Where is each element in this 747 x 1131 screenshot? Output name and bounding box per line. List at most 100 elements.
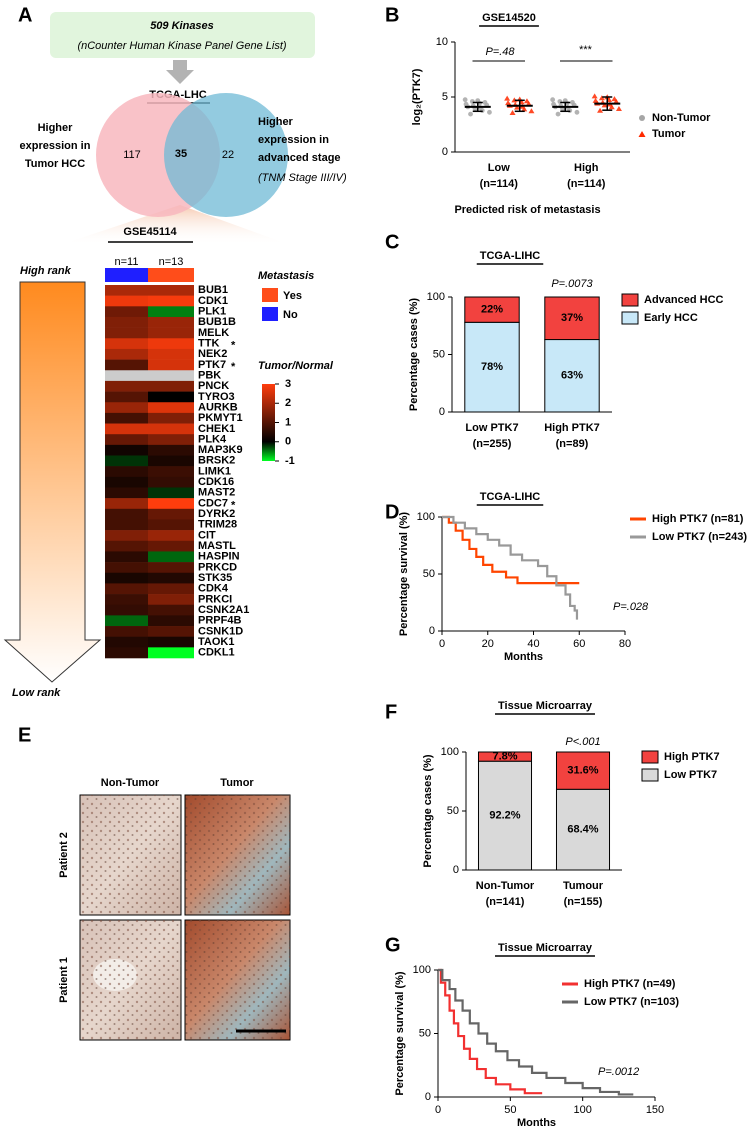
- legend-swatch: [262, 288, 278, 302]
- legend-marker: [639, 131, 646, 137]
- column-label: Non-Tumor: [101, 777, 160, 789]
- x-tick-label: Tumour: [563, 880, 604, 892]
- heatmap-cell: [148, 456, 194, 467]
- point-cloud: [556, 112, 561, 117]
- heatmap-cell: [148, 477, 194, 488]
- legend-swatch: [622, 312, 638, 324]
- y-tick-label: 5: [442, 91, 448, 103]
- venn-label: expression in: [20, 140, 91, 152]
- heatmap-cell: [105, 456, 148, 467]
- x-tick-label: 0: [439, 638, 445, 650]
- heatmap-cell: [148, 594, 194, 605]
- x-tick-sublabel: (n=89): [556, 438, 589, 450]
- heatmap-cell: [105, 583, 148, 594]
- chart-title: TCGA-LIHC: [480, 250, 541, 262]
- y-tick-label: 100: [413, 964, 431, 976]
- colorbar-tick-label: -1: [285, 455, 295, 467]
- panel-label: B: [385, 4, 399, 26]
- heatmap-cell: [105, 530, 148, 541]
- point-cloud: [575, 110, 580, 115]
- x-tick-label: High: [574, 162, 599, 174]
- y-tick-label: 100: [441, 746, 459, 758]
- legend-label: Early HCC: [644, 312, 698, 324]
- y-tick-label: 0: [429, 625, 435, 637]
- x-tick-label: 150: [646, 1104, 664, 1116]
- heatmap-cell: [148, 519, 194, 530]
- heatmap-cell: [148, 445, 194, 456]
- x-tick-label: 0: [435, 1104, 441, 1116]
- heatmap-cell: [105, 413, 148, 424]
- heatmap-cell: [148, 530, 194, 541]
- flag: *: [231, 361, 236, 373]
- heatmap-cell: [148, 306, 194, 317]
- rank-label: High rank: [20, 265, 72, 277]
- venn-note: (TNM Stage III/IV): [258, 172, 347, 184]
- heatmap-cell: [105, 434, 148, 445]
- legend-label: High PTK7 (n=81): [652, 513, 744, 525]
- venn-label: Higher: [258, 116, 294, 128]
- heatmap-cell: [148, 392, 194, 403]
- heatmap-cell: [148, 498, 194, 509]
- heatmap-title: GSE45114: [123, 226, 177, 238]
- micrograph-texture: [80, 795, 181, 915]
- annotation: P=.028: [613, 601, 649, 613]
- colorbar-title: Tumor/Normal: [258, 360, 334, 372]
- point-cloud: [592, 93, 598, 98]
- venn-label: advanced stage: [258, 152, 341, 164]
- heatmap-cell: [148, 551, 194, 562]
- legend-label: Non-Tumor: [652, 112, 711, 124]
- heatmap-cell: [105, 338, 148, 349]
- panel-label: F: [385, 701, 397, 723]
- heatmap-cell: [105, 360, 148, 371]
- point-cloud: [487, 110, 492, 115]
- heatmap-cell: [148, 434, 194, 445]
- legend-label: High PTK7 (n=49): [584, 978, 676, 990]
- heatmap-cell: [105, 349, 148, 360]
- y-tick-label: 0: [439, 406, 445, 418]
- heatmap-cell: [105, 541, 148, 552]
- annotation: P=.0073: [551, 278, 593, 290]
- column-label: Tumor: [220, 777, 254, 789]
- point-cloud: [570, 100, 575, 105]
- heatmap-cell: [148, 583, 194, 594]
- venn-label: expression in: [258, 134, 329, 146]
- legend-marker: [639, 115, 645, 121]
- panel-label: G: [385, 934, 401, 956]
- heatmap-cell: [148, 562, 194, 573]
- y-axis-label: Percentage cases (%): [422, 754, 434, 867]
- heatmap-cell: [148, 626, 194, 637]
- legend-label: Low PTK7 (n=103): [584, 996, 679, 1008]
- x-tick-sublabel: (n=114): [480, 178, 519, 190]
- x-tick-label: Low: [488, 162, 510, 174]
- heatmap-cell: [148, 466, 194, 477]
- source-subtitle: (nCounter Human Kinase Panel Gene List): [77, 40, 286, 52]
- rank-arrow: [5, 282, 100, 682]
- value-label: 68.4%: [567, 824, 598, 836]
- heatmap-cell: [148, 338, 194, 349]
- x-tick-label: Non-Tumor: [476, 880, 535, 892]
- heatmap-cell: [105, 445, 148, 456]
- x-tick-sublabel: (n=255): [473, 438, 512, 450]
- row-label: Patient 1: [58, 957, 70, 1003]
- point-cloud: [550, 97, 555, 102]
- legend-title: Metastasis: [258, 270, 314, 282]
- arrow: [166, 60, 194, 84]
- value-label: 63%: [561, 370, 583, 382]
- heatmap-cell: [105, 487, 148, 498]
- chart-title: GSE14520: [482, 12, 536, 24]
- x-tick-label: High PTK7: [544, 422, 600, 434]
- y-tick-label: 0: [442, 146, 448, 158]
- x-tick-label: 50: [504, 1104, 516, 1116]
- column-label: n=11: [115, 256, 139, 268]
- annotation: P=.0012: [598, 1066, 639, 1078]
- annotation: ***: [579, 44, 593, 56]
- value-label: 78%: [481, 361, 503, 373]
- column-group: [148, 268, 194, 282]
- heatmap-cell: [148, 647, 194, 658]
- annotation: P<.001: [565, 736, 600, 748]
- row-label: Patient 2: [58, 832, 70, 878]
- point-cloud: [616, 106, 622, 111]
- heatmap-cell: [105, 626, 148, 637]
- heatmap-cell: [105, 647, 148, 658]
